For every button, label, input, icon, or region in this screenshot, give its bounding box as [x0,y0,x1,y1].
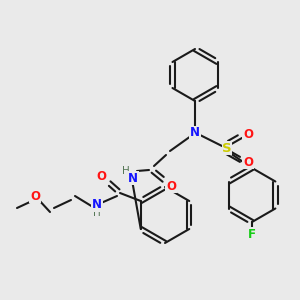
Text: F: F [248,227,256,241]
Text: O: O [243,128,253,140]
Text: N: N [92,199,102,212]
Text: N: N [128,172,138,184]
Text: O: O [96,170,106,184]
Text: H: H [122,166,130,176]
Text: O: O [166,179,176,193]
Text: N: N [190,127,200,140]
Text: S: S [222,142,232,154]
Text: O: O [30,190,40,202]
Text: O: O [243,155,253,169]
Text: H: H [93,208,101,218]
